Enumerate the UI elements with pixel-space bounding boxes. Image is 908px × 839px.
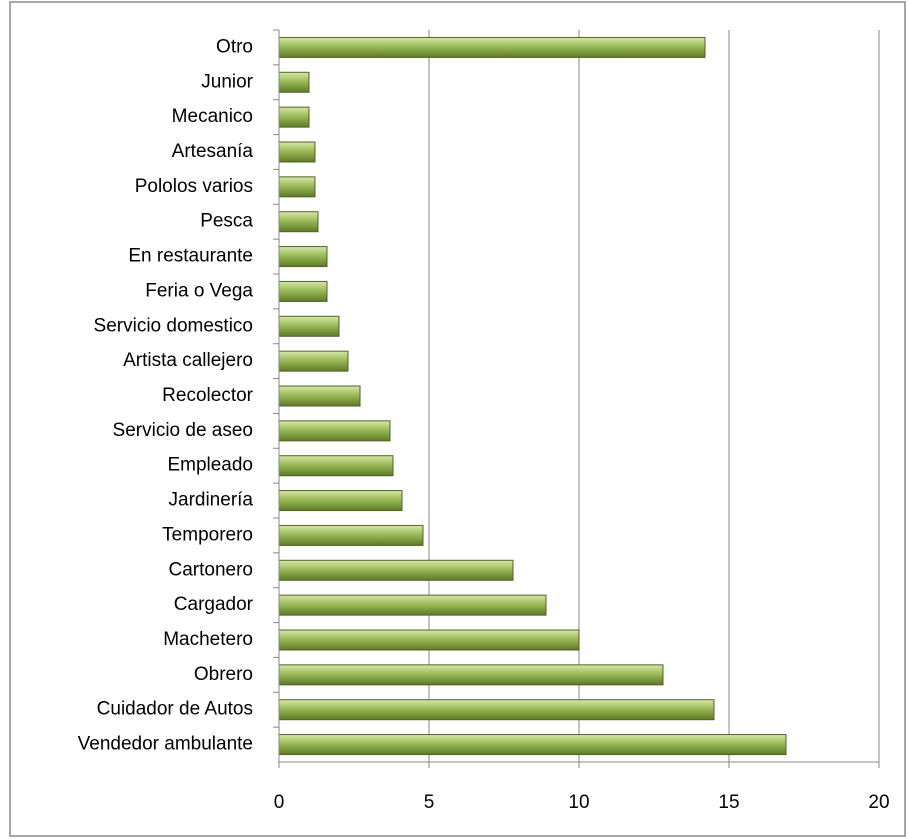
y-tick-label: En restaurante — [128, 246, 253, 267]
y-tick-label: Obrero — [194, 664, 253, 685]
y-tick-label: Mecanico — [172, 106, 253, 127]
chart-frame — [9, 1, 906, 837]
x-tick-label: 5 — [424, 792, 435, 813]
bar — [278, 280, 328, 302]
y-tick-label: Feria o Vega — [145, 280, 253, 301]
y-tick-label: Cartonero — [169, 559, 254, 580]
bar — [278, 176, 316, 198]
x-tick-label: 15 — [718, 792, 739, 813]
y-tick-label: Empleado — [167, 455, 253, 476]
bar — [278, 559, 514, 581]
bar — [278, 699, 715, 721]
y-tick-label: Pololos varios — [135, 176, 253, 197]
y-tick-label: Temporero — [162, 524, 253, 545]
y-tick-label: Cuidador de Autos — [97, 699, 253, 720]
bar — [278, 106, 310, 128]
bar — [278, 315, 340, 337]
bar — [278, 71, 310, 93]
y-tick-label: Vendedor ambulante — [78, 734, 253, 755]
x-tick-label: 0 — [274, 792, 285, 813]
bar — [278, 524, 424, 546]
y-tick-label: Servicio de aseo — [113, 420, 253, 441]
bar — [278, 629, 580, 651]
bar — [278, 36, 706, 58]
y-tick-label: Junior — [201, 71, 253, 92]
bar — [278, 455, 394, 477]
y-tick-label: Servicio domestico — [94, 315, 253, 336]
y-tick-label: Pesca — [200, 211, 253, 232]
bar — [278, 211, 319, 233]
y-tick-label: Cargador — [174, 594, 254, 615]
y-tick-label: Machetero — [163, 629, 253, 650]
x-tick-label: 20 — [868, 792, 889, 813]
bar — [278, 734, 787, 756]
bar — [278, 664, 664, 686]
y-tick-label: Artista callejero — [123, 350, 253, 371]
bar — [278, 385, 361, 407]
bar — [278, 420, 391, 442]
bar — [278, 246, 328, 268]
bar — [278, 350, 349, 372]
bar — [278, 141, 316, 163]
y-tick-label: Recolector — [162, 385, 253, 406]
bar — [278, 490, 403, 512]
y-tick-label: Jardinería — [169, 490, 254, 511]
y-tick-label: Otro — [216, 36, 253, 57]
bar — [278, 594, 547, 616]
x-tick-label: 10 — [568, 792, 589, 813]
y-tick-label: Artesanía — [172, 141, 254, 162]
